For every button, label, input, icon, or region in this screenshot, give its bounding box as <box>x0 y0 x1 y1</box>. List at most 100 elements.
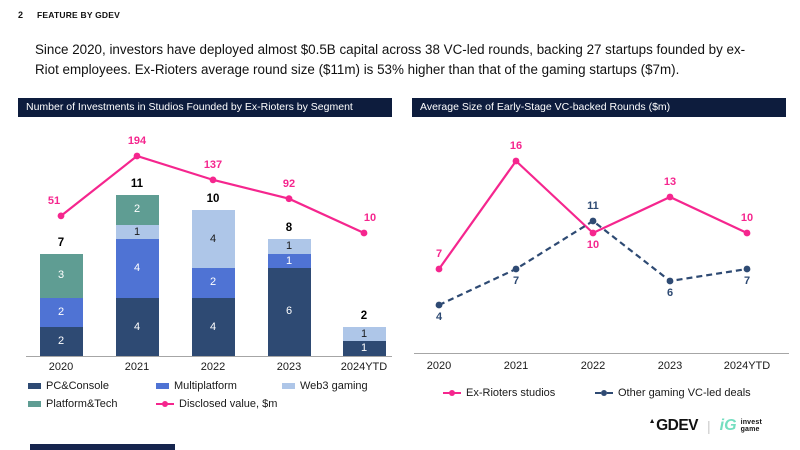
bar-segment: 4 <box>191 210 235 269</box>
legend-line-swatch <box>595 389 613 397</box>
legend-swatch <box>28 382 41 389</box>
summary-text: Since 2020, investors have deployed almo… <box>35 42 746 77</box>
bar-segment: 1 <box>342 326 386 342</box>
line-value-label: 7 <box>435 248 443 260</box>
x-tick-label: 2024YTD <box>723 360 771 372</box>
line-value-label: 11 <box>587 200 599 212</box>
legend-item: Disclosed value, $m <box>156 397 277 410</box>
bar-segment: 3 <box>39 253 83 298</box>
bar-segment: 4 <box>115 297 159 356</box>
left-chart-x-axis <box>26 356 392 357</box>
page-number: 2 <box>18 10 24 20</box>
legend-line-swatch <box>443 389 461 397</box>
data-line <box>438 219 748 306</box>
gdev-wordmark: GDEV <box>656 417 699 434</box>
legend-label: PC&Console <box>46 379 109 392</box>
bar-segment: 1 <box>115 224 159 240</box>
bar-total-label: 10 <box>206 193 220 205</box>
line-dot <box>360 229 368 237</box>
bar-segment: 2 <box>39 297 83 327</box>
legend-swatch <box>282 382 295 389</box>
legend-item: Other gaming VC-led deals <box>595 386 751 399</box>
legend-item: PC&Console <box>28 379 109 392</box>
line-dot <box>743 265 751 273</box>
gdev-logo: ▲ GDEV <box>648 417 699 435</box>
investgame-wordmark: invest game <box>741 419 762 433</box>
bar-total-label: 11 <box>130 178 144 191</box>
x-tick-label: 2020 <box>48 361 74 373</box>
line-dot <box>512 157 520 165</box>
bar-total-label: 8 <box>285 222 293 235</box>
right-chart-title: Average Size of Early-Stage VC-backed Ro… <box>412 98 786 117</box>
bar-segment: 6 <box>267 268 311 356</box>
line-value-label: 13 <box>663 176 677 188</box>
legend-item: Platform&Tech <box>28 397 118 410</box>
investgame-word-1: invest <box>740 419 762 426</box>
line-value-label: 51 <box>47 194 61 207</box>
x-tick-label: 2021 <box>124 361 150 373</box>
legend-label: Other gaming VC-led deals <box>618 386 751 399</box>
logo-divider: | <box>707 418 711 434</box>
gdev-logo-mark-icon: ▲ <box>648 417 656 425</box>
line-value-label: 92 <box>282 177 296 190</box>
bar-total-label: 2 <box>360 309 368 322</box>
x-tick-label: 2024YTD <box>340 361 388 373</box>
bar-segment: 1 <box>267 239 311 254</box>
line-value-label: 4 <box>435 311 443 323</box>
bar-segment: 2 <box>115 195 159 225</box>
page-header: 2 FEATURE BY GDEV <box>18 10 120 20</box>
legend-label: Web3 gaming <box>300 379 368 392</box>
investgame-mark-icon: iG <box>719 417 737 434</box>
legend-line-swatch <box>156 400 174 408</box>
x-tick-label: 2022 <box>200 361 226 373</box>
footer-progress-bar <box>30 444 175 450</box>
data-line <box>438 159 748 270</box>
line-value-label: 6 <box>666 287 674 299</box>
line-dot <box>435 301 443 309</box>
legend-label: Ex-Rioters studios <box>466 386 556 399</box>
right-chart-x-axis <box>414 353 789 354</box>
x-tick-label: 2023 <box>657 360 683 372</box>
line-value-label: 137 <box>203 158 223 171</box>
line-dot <box>57 212 65 220</box>
legend-label: Multiplatform <box>174 379 237 392</box>
kicker-title: FEATURE BY GDEV <box>37 10 120 20</box>
legend-item: Multiplatform <box>156 379 237 392</box>
line-value-label: 10 <box>740 212 754 224</box>
line-dot <box>512 265 520 273</box>
x-tick-label: 2022 <box>580 360 606 372</box>
bar-segment: 1 <box>342 341 386 356</box>
line-dot <box>209 176 217 184</box>
legend-swatch <box>156 382 169 389</box>
line-dot <box>435 265 443 273</box>
left-chart-title: Number of Investments in Studios Founded… <box>18 98 392 117</box>
line-value-label: 194 <box>127 135 147 147</box>
bar-segment: 2 <box>191 268 235 298</box>
footer-logos: ▲ GDEV | iG invest game <box>649 416 762 436</box>
line-value-label: 16 <box>509 140 523 152</box>
line-dot <box>285 195 293 203</box>
bar-segment: 4 <box>115 239 159 298</box>
line-value-label: 7 <box>512 275 520 287</box>
line-value-label: 7 <box>743 275 751 287</box>
investgame-logo: iG invest game <box>720 417 762 435</box>
line-dot <box>743 229 751 237</box>
line-dot <box>589 217 597 225</box>
legend-label: Disclosed value, $m <box>179 397 278 410</box>
line-dot <box>133 152 141 160</box>
x-tick-label: 2021 <box>503 360 529 372</box>
x-tick-label: 2020 <box>426 360 452 372</box>
line-value-label: 10 <box>586 239 600 251</box>
legend-item: Web3 gaming <box>282 379 368 392</box>
bar-total-label: 7 <box>57 236 65 249</box>
x-tick-label: 2023 <box>276 361 302 373</box>
line-dot <box>666 193 674 201</box>
line-value-label: 10 <box>363 212 377 224</box>
legend-swatch <box>28 400 41 407</box>
line-dot <box>666 277 674 285</box>
legend-item: Ex-Rioters studios <box>443 386 555 399</box>
legend-label: Platform&Tech <box>46 397 118 410</box>
bar-segment: 1 <box>267 253 311 269</box>
